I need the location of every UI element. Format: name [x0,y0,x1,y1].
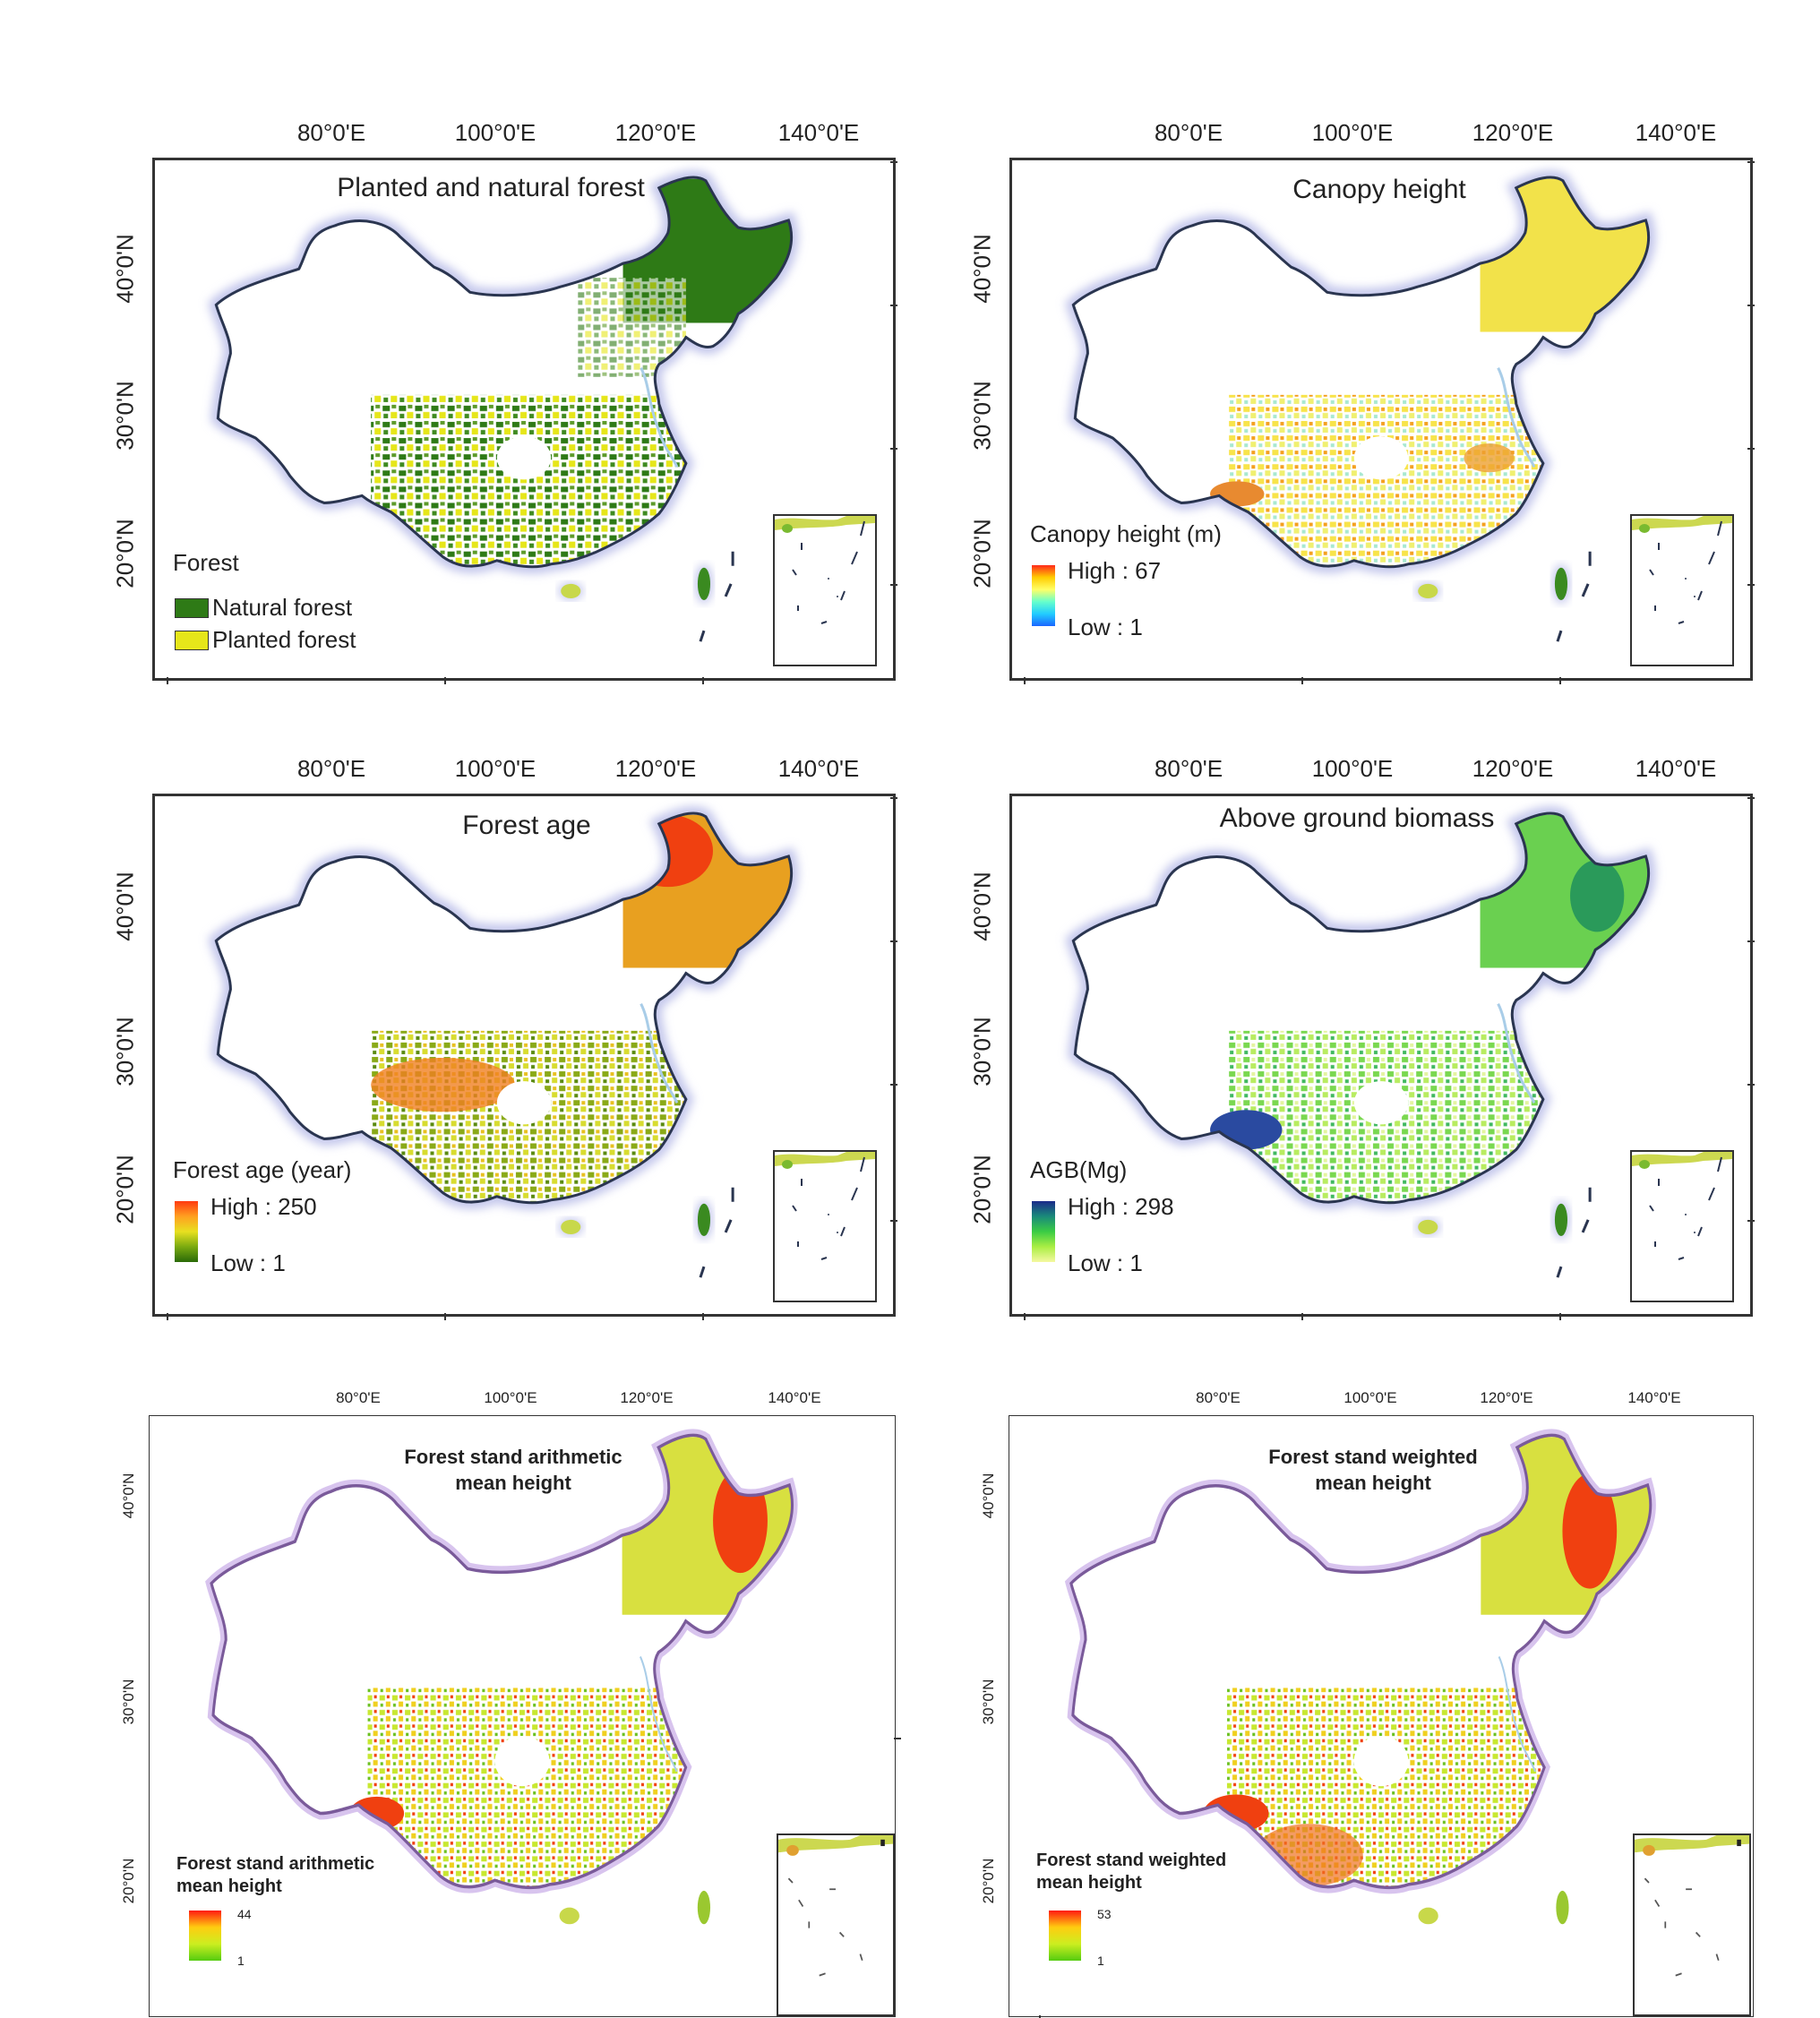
lat-label: 20°0'N [111,519,139,588]
legend-low: Low : 1 [1068,1249,1143,1276]
legend-color-ramp [189,1911,221,1961]
south-china-sea-inset [1630,1150,1734,1302]
legend-swatch-natural [175,598,209,618]
lat-label: 40°0'N [968,872,996,941]
map-frame: Forest age Forest age (year) High : 250 … [152,794,896,1317]
map-frame: Planted and natural forest Forest Natura… [152,158,896,681]
legend-color-ramp [175,1201,198,1262]
map-frame: Forest stand arithmetic mean height Fore… [149,1415,896,2017]
legend-title: Forest stand weighted mean height [1036,1851,1227,1893]
lat-label: 40°0'N [111,234,139,304]
lon-label: 80°0'E [1154,119,1223,146]
south-china-sea-inset [777,1833,895,2016]
lon-label: 120°0'E [614,119,697,146]
lon-label: 140°0'E [777,119,860,146]
map-frame: Canopy height Canopy height (m) High : 6… [1009,158,1753,681]
legend-label: Planted forest [212,626,356,653]
lat-label: 40°0'N [968,234,996,304]
lat-label: 40°0'N [980,1473,997,1519]
legend-low: 1 [237,1954,245,1968]
lon-label: 100°0'E [454,119,537,146]
legend-color-ramp [1049,1911,1081,1961]
lat-label: 30°0'N [968,1017,996,1086]
lon-label: 140°0'E [1635,119,1717,146]
lon-label: 120°0'E [1480,1389,1533,1406]
south-china-sea-inset [1630,514,1734,666]
lat-label: 30°0'N [111,381,139,451]
legend-title: Forest [173,549,239,576]
legend-color-ramp [1032,1201,1055,1262]
lon-label: 140°0'E [768,1389,821,1406]
lon-label: 140°0'E [1635,755,1717,782]
legend-title: Forest age (year) [173,1156,352,1183]
legend-low: Low : 1 [1068,614,1143,640]
lon-label: 140°0'E [1627,1389,1681,1406]
lon-label: 80°0'E [296,119,366,146]
map-frame: Above ground biomass AGB(Mg) High : 298 … [1009,794,1753,1317]
south-china-sea-inset [1633,1833,1751,2016]
lat-label: 20°0'N [111,1155,139,1224]
south-china-sea-inset [773,1150,877,1302]
lon-label: 140°0'E [777,755,860,782]
map-title: Above ground biomass [1219,803,1495,833]
legend-low: 1 [1097,1954,1104,1968]
lat-label: 30°0'N [968,381,996,451]
lon-label: 80°0'E [296,755,366,782]
legend-high: High : 298 [1068,1193,1174,1220]
map-title: Canopy height [1292,175,1466,204]
lon-label: 80°0'E [336,1389,381,1406]
lat-label: 20°0'N [968,519,996,588]
lon-label: 80°0'E [1196,1389,1241,1406]
legend-title: AGB(Mg) [1030,1156,1128,1183]
legend-color-ramp [1032,565,1055,626]
map-title: Forest stand weighted mean height [1268,1446,1478,1494]
lat-label: 40°0'N [111,872,139,941]
lon-label: 100°0'E [1311,119,1394,146]
lat-label: 30°0'N [120,1679,137,1725]
lat-label: 20°0'N [980,1858,997,1904]
south-china-sea-inset [773,514,877,666]
legend-swatch-planted [175,631,209,650]
legend-high: 53 [1097,1907,1112,1921]
lat-label: 30°0'N [111,1017,139,1086]
lon-label: 100°0'E [484,1389,537,1406]
lon-label: 120°0'E [614,755,697,782]
lon-label: 100°0'E [1344,1389,1397,1406]
legend-title: Canopy height (m) [1030,520,1222,547]
lat-label: 30°0'N [980,1679,997,1725]
legend-label: Natural forest [212,594,353,621]
legend-low: Low : 1 [210,1249,286,1276]
lat-label: 20°0'N [968,1155,996,1224]
lon-label: 100°0'E [454,755,537,782]
map-frame: Forest stand weighted mean height Forest… [1009,1415,1754,2017]
map-title: Forest stand arithmetic mean height [404,1446,622,1494]
legend-high: High : 67 [1068,557,1162,584]
legend-high: 44 [237,1907,252,1921]
lon-label: 120°0'E [1472,755,1554,782]
lon-label: 120°0'E [620,1389,674,1406]
lon-label: 80°0'E [1154,755,1223,782]
legend-title: Forest stand arithmetic mean height [176,1854,375,1896]
lon-label: 120°0'E [1472,119,1554,146]
legend-high: High : 250 [210,1193,317,1220]
lat-label: 40°0'N [120,1473,137,1519]
map-title: Planted and natural forest [337,173,645,202]
lat-label: 20°0'N [120,1858,137,1904]
map-title: Forest age [462,811,591,840]
lon-label: 100°0'E [1311,755,1394,782]
